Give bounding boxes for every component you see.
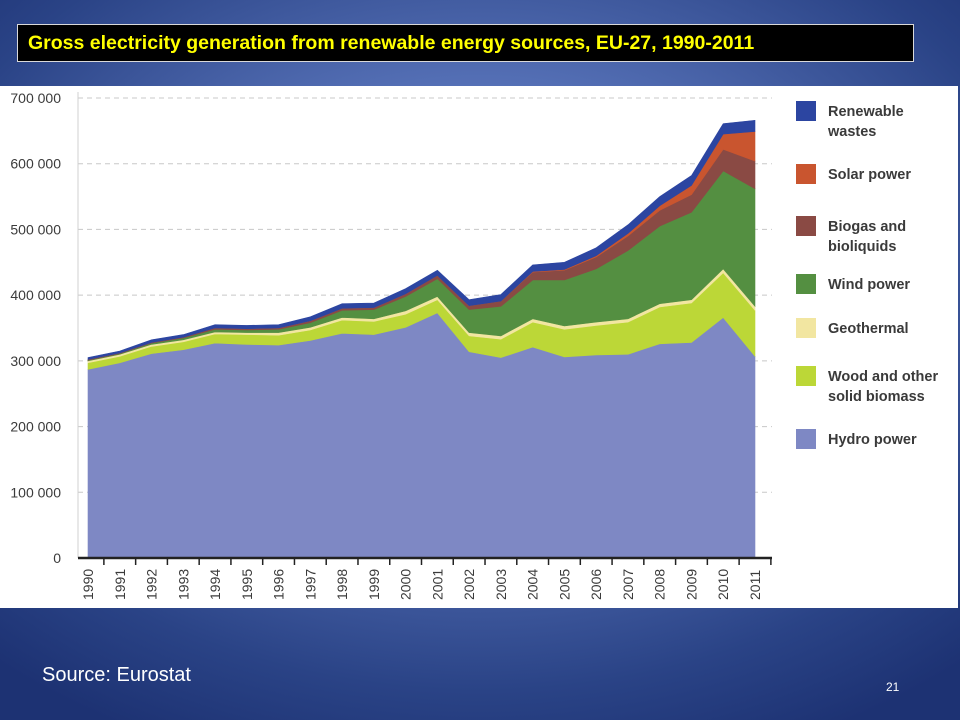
y-tick-label: 500 000 — [10, 221, 61, 237]
legend-label: wastes — [827, 124, 876, 140]
legend-swatch — [796, 429, 816, 449]
x-tick-label: 2006 — [588, 569, 604, 600]
x-tick-label: 1990 — [80, 569, 96, 600]
area-renewable-wastes — [87, 119, 756, 360]
y-tick-label: 600 000 — [10, 156, 61, 172]
x-tick-label: 2009 — [683, 569, 699, 600]
x-tick-label: 1991 — [112, 569, 128, 600]
area-series — [87, 119, 756, 559]
slide-title: Gross electricity generation from renewa… — [28, 31, 755, 54]
legend-swatch — [796, 216, 816, 236]
legend-label: solid biomass — [828, 389, 925, 405]
area-hydro-power — [87, 312, 756, 559]
legend-item: Geothermal — [796, 318, 909, 338]
legend: Renewable wastes Solar power Biogas and biol… — [796, 101, 938, 449]
x-tick-label: 2011 — [747, 570, 763, 600]
legend-label: bioliquids — [828, 239, 896, 255]
x-tick-label: 2010 — [715, 569, 731, 600]
legend-label: Wood and other — [828, 369, 938, 385]
legend-label: Biogas and — [828, 219, 906, 235]
legend-label: Geothermal — [828, 321, 909, 337]
y-tick-label: 200 000 — [10, 419, 61, 435]
legend-item: Solar power — [796, 164, 911, 184]
x-tick-label: 1998 — [334, 569, 350, 600]
x-tick-label: 1994 — [207, 569, 223, 600]
legend-swatch — [796, 164, 816, 184]
legend-label: Hydro power — [828, 432, 917, 448]
page-number: 21 — [886, 680, 900, 694]
x-tick-label: 2007 — [620, 569, 636, 600]
x-tick-label: 1997 — [302, 569, 318, 600]
x-tick-label: 2004 — [525, 569, 541, 600]
y-tick-label: 0 — [53, 550, 61, 566]
chart-panel: 0 100 000 200 000 300 000 400 000 500 000 600 … — [0, 86, 958, 608]
x-tick-label: 2001 — [429, 569, 445, 600]
source-note: Source: Eurostat — [42, 664, 191, 686]
legend-label: Wind power — [828, 277, 910, 293]
slide-title-box: Gross electricity generation from renewa… — [17, 24, 914, 62]
axes: 0 100 000 200 000 300 000 400 000 500 000 600 … — [10, 90, 772, 600]
x-tick-label: 2005 — [556, 569, 572, 600]
legend-item: Wind power — [796, 274, 910, 294]
y-tick-label: 700 000 — [10, 90, 61, 106]
legend-swatch — [796, 274, 816, 294]
stacked-area-chart: 0 100 000 200 000 300 000 400 000 500 000 600 … — [10, 90, 938, 600]
legend-swatch — [796, 318, 816, 338]
x-tick-label: 2002 — [461, 569, 477, 600]
x-tick-label: 1992 — [144, 569, 160, 600]
legend-swatch — [796, 366, 816, 386]
legend-item: Renewable wastes — [796, 101, 904, 140]
x-tick-label: 1999 — [366, 569, 382, 600]
y-tick-label: 100 000 — [10, 484, 61, 500]
x-tick-label: 2000 — [398, 569, 414, 600]
legend-item: Biogas and bioliquids — [796, 216, 906, 255]
legend-swatch — [796, 101, 816, 121]
x-tick-label: 1993 — [175, 569, 191, 600]
y-tick-label: 400 000 — [10, 287, 61, 303]
x-tick-label: 1996 — [271, 569, 287, 600]
x-tick-label: 2008 — [652, 569, 668, 600]
x-tick-label: 1995 — [239, 569, 255, 600]
legend-item: Wood and other solid biomass — [796, 366, 938, 405]
legend-item: Hydro power — [796, 429, 917, 449]
x-tick-label: 2003 — [493, 569, 509, 600]
legend-label: Renewable — [828, 104, 904, 120]
y-tick-label: 300 000 — [10, 353, 61, 369]
legend-label: Solar power — [828, 167, 911, 183]
